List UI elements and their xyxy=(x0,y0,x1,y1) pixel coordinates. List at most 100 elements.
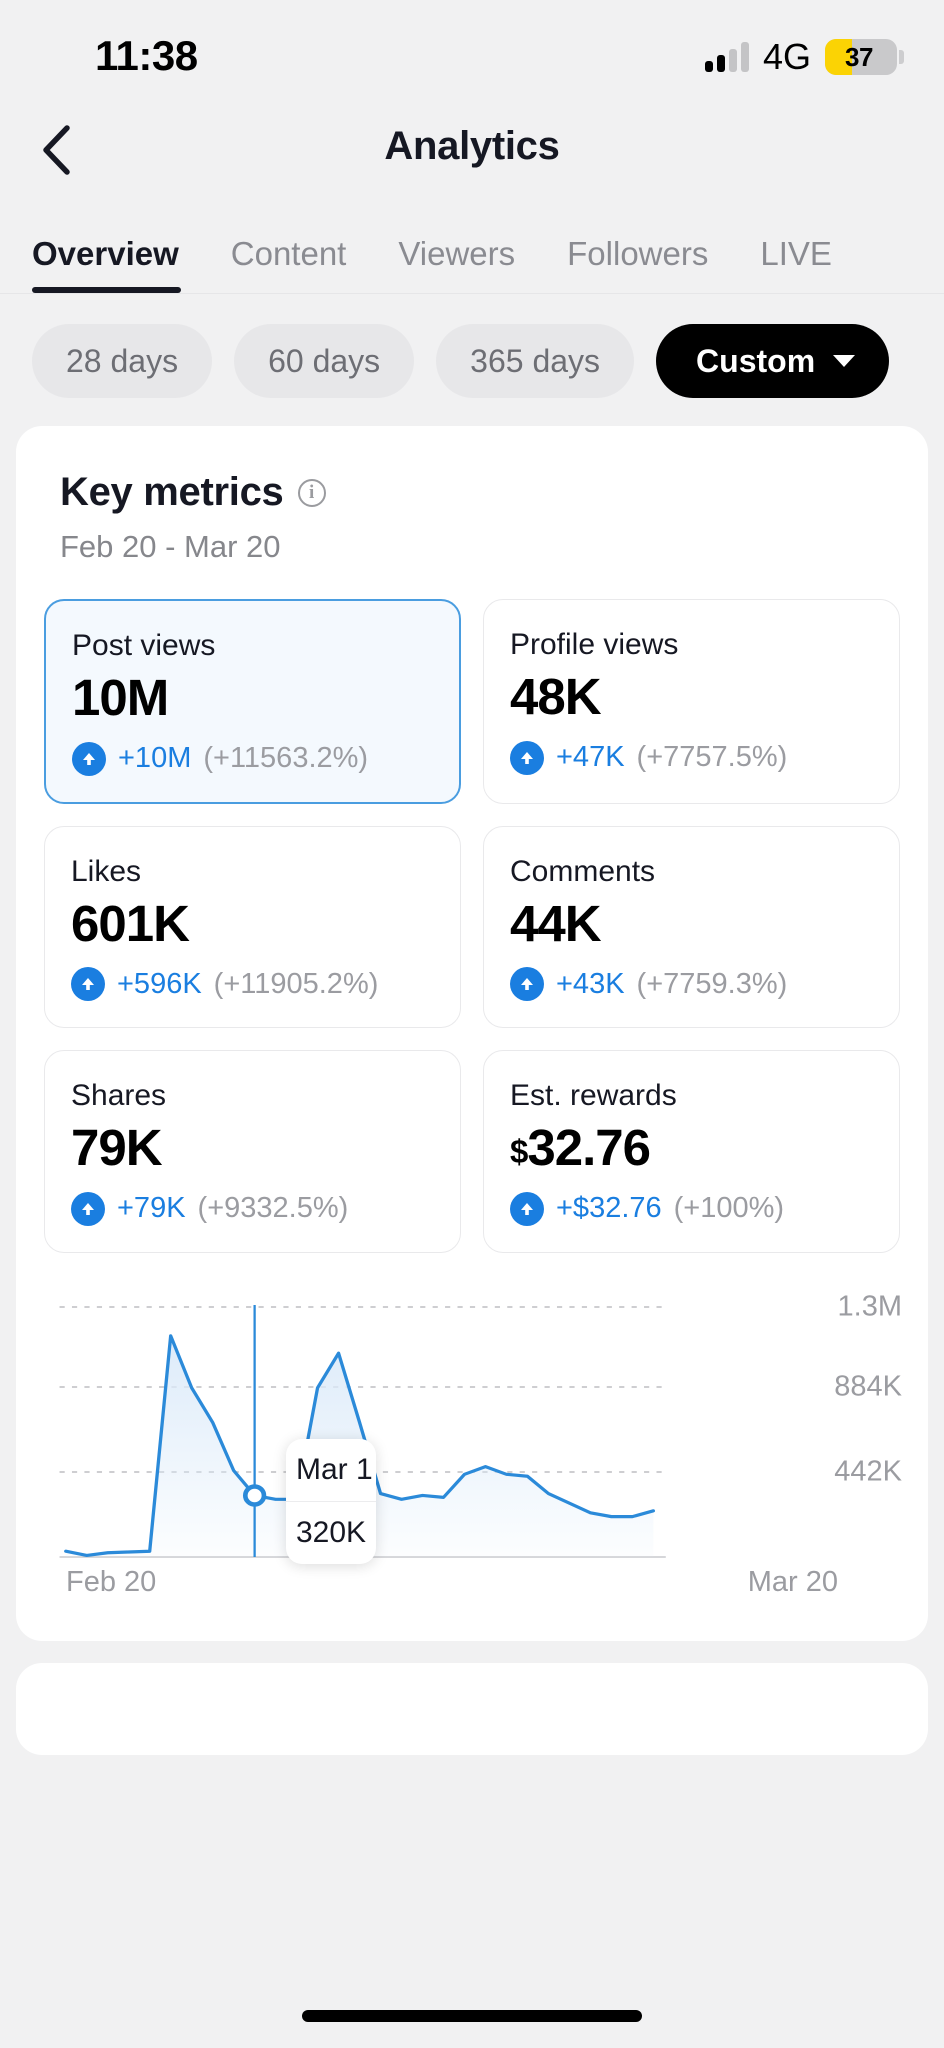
metric-percent: (+11563.2%) xyxy=(203,742,369,775)
key-metrics-title: Key metrics xyxy=(60,470,284,514)
key-metrics-title-row: Key metrics i xyxy=(60,470,884,515)
metric-value: 10M xyxy=(72,669,169,726)
metric-card-likes[interactable]: Likes 601K +596K (+11905.2%) xyxy=(44,825,461,1029)
status-bar-indicators: 4G 37 xyxy=(704,36,904,78)
tab-content[interactable]: Content xyxy=(230,235,347,272)
arrow-up-icon xyxy=(510,1191,544,1226)
metric-value: 44K xyxy=(510,894,602,952)
tab-bar: Overview Content Viewers Followers LIVE xyxy=(0,202,944,294)
metric-label: Shares xyxy=(71,1079,167,1113)
metric-grid: Post views 10M +10M (+11563.2%) Profile … xyxy=(16,565,928,1253)
metric-percent: (+7759.3%) xyxy=(636,967,788,1000)
metric-card-shares[interactable]: Shares 79K +79K (+9332.5%) xyxy=(44,1050,461,1253)
home-indicator xyxy=(302,2010,642,2022)
x-axis-end-label: Mar 20 xyxy=(747,1565,838,1598)
metric-delta-row: +47K (+7757.5%) xyxy=(510,740,873,775)
card-bottom-padding xyxy=(16,1603,928,1641)
metric-delta-row: +$32.76 (+100%) xyxy=(510,1191,873,1226)
trend-chart[interactable]: 1.3M 884K 442K Mar 1 320K Feb 20 Mar 20 xyxy=(16,1253,928,1603)
metric-label: Post views xyxy=(72,629,216,662)
metric-value: 601K xyxy=(71,894,190,952)
metric-currency: $ xyxy=(510,1133,528,1171)
arrow-up-icon xyxy=(510,967,544,1002)
metric-label: Likes xyxy=(71,854,142,888)
metric-percent: (+7757.5%) xyxy=(636,741,788,774)
cellular-signal-icon xyxy=(704,42,749,72)
chip-custom[interactable]: Custom xyxy=(656,324,890,398)
metric-value-row: 601K xyxy=(71,895,434,954)
metric-card-profile-views[interactable]: Profile views 48K +47K (+7757.5%) xyxy=(483,599,900,804)
status-bar-time: 11:38 xyxy=(95,32,198,79)
chip-custom-label: Custom xyxy=(696,342,816,379)
tooltip-value: 320K xyxy=(286,1500,376,1564)
arrow-up-icon xyxy=(510,740,544,775)
metric-value-row: 44K xyxy=(510,895,873,954)
metric-percent: (+100%) xyxy=(673,1192,785,1225)
metric-value-row: $ 32.76 xyxy=(510,1119,873,1178)
tab-viewers[interactable]: Viewers xyxy=(398,235,516,272)
tooltip-date: Mar 1 xyxy=(296,1452,373,1486)
y-axis-tick-label: 884K xyxy=(834,1370,902,1403)
battery-indicator: 37 xyxy=(825,39,904,75)
date-range-label: Feb 20 - Mar 20 xyxy=(60,529,281,564)
metric-delta: +10M xyxy=(118,742,192,775)
metric-label: Profile views xyxy=(510,628,679,661)
tab-scroll-fade xyxy=(874,202,944,292)
chip-28-days[interactable]: 28 days xyxy=(32,324,213,398)
metric-delta: +596K xyxy=(117,967,202,1000)
metric-card-post-views[interactable]: Post views 10M +10M (+11563.2%) xyxy=(44,599,461,804)
chip-365-days[interactable]: 365 days xyxy=(436,324,635,398)
y-axis-tick-label: 1.3M xyxy=(837,1290,902,1323)
metric-delta-row: +596K (+11905.2%) xyxy=(71,967,434,1002)
metric-card-est-rewards[interactable]: Est. rewards $ 32.76 +$32.76 (+100%) xyxy=(483,1050,900,1253)
battery-icon: 37 xyxy=(825,39,897,75)
metric-value: 48K xyxy=(510,668,602,725)
metric-delta-row: +10M (+11563.2%) xyxy=(72,741,433,776)
nav-bar: Analytics xyxy=(0,110,944,202)
metric-delta: +$32.76 xyxy=(556,1192,662,1225)
metric-delta-row: +43K (+7759.3%) xyxy=(510,967,873,1002)
metric-delta: +47K xyxy=(556,741,625,774)
metric-percent: (+9332.5%) xyxy=(197,1192,349,1225)
next-section-card[interactable] xyxy=(16,1662,928,1755)
key-metrics-card: Key metrics i Feb 20 - Mar 20 Post views… xyxy=(16,426,928,1641)
metric-delta: +43K xyxy=(556,967,625,1000)
metric-delta: +79K xyxy=(117,1192,186,1225)
metric-label: Est. rewards xyxy=(510,1079,677,1113)
network-type-label: 4G xyxy=(762,36,811,77)
arrow-up-icon xyxy=(71,1191,105,1226)
metric-value-row: 10M xyxy=(72,669,433,728)
chevron-left-icon xyxy=(43,125,70,175)
status-bar: 11:38 4G 37 xyxy=(0,0,944,110)
arrow-up-icon xyxy=(72,741,106,776)
key-metrics-header: Key metrics i Feb 20 - Mar 20 xyxy=(16,470,928,565)
info-icon[interactable]: i xyxy=(297,478,326,507)
tab-overview[interactable]: Overview xyxy=(32,235,205,293)
x-axis-start-label: Feb 20 xyxy=(66,1565,157,1598)
back-button[interactable] xyxy=(28,118,84,182)
metric-value-row: 79K xyxy=(71,1119,434,1178)
battery-fill xyxy=(825,39,852,75)
chart-line xyxy=(64,1334,656,1557)
chart-tooltip: Mar 1 320K xyxy=(286,1438,376,1564)
arrow-up-icon xyxy=(71,967,105,1002)
metric-value: 32.76 xyxy=(527,1119,651,1177)
chip-60-days[interactable]: 60 days xyxy=(234,324,415,398)
tab-live[interactable]: LIVE xyxy=(760,235,832,272)
page-title: Analytics xyxy=(384,124,560,168)
y-axis-tick-label: 442K xyxy=(834,1455,902,1488)
metric-value-row: 48K xyxy=(510,668,873,727)
chevron-down-icon xyxy=(833,355,856,367)
battery-level-label: 37 xyxy=(845,41,873,72)
tab-followers[interactable]: Followers xyxy=(567,235,709,272)
metric-label: Comments xyxy=(510,854,656,888)
metric-card-comments[interactable]: Comments 44K +43K (+7759.3%) xyxy=(483,825,900,1029)
metric-value: 79K xyxy=(71,1119,163,1177)
trend-chart-svg[interactable] xyxy=(16,1297,928,1597)
metric-delta-row: +79K (+9332.5%) xyxy=(71,1191,434,1226)
date-range-chips: 28 days 60 days 365 days Custom xyxy=(0,294,944,426)
battery-tip xyxy=(899,50,904,64)
data-point-marker xyxy=(242,1484,267,1507)
metric-percent: (+11905.2%) xyxy=(213,967,379,1000)
